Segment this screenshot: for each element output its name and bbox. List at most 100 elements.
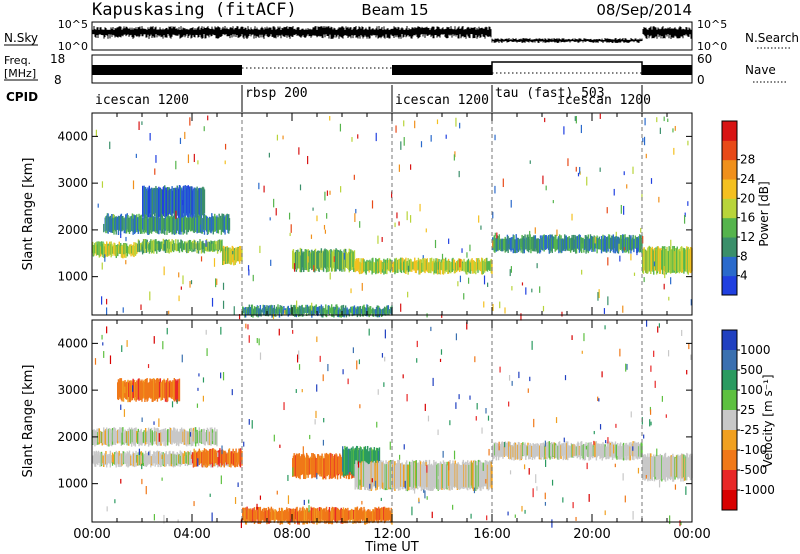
echo-mark	[369, 259, 371, 271]
echo-mark	[197, 215, 199, 233]
echo-mark	[319, 306, 321, 314]
echo-mark	[198, 188, 201, 215]
echo-mark	[225, 451, 227, 463]
echo-scatter	[690, 354, 692, 360]
echo-mark	[282, 309, 284, 315]
echo-scatter	[650, 178, 653, 184]
echo-mark	[426, 258, 428, 272]
echo-mark	[669, 455, 672, 481]
echo-scatter	[310, 234, 313, 239]
echo-mark	[328, 306, 331, 316]
echo-mark	[151, 430, 153, 446]
echo-mark	[236, 452, 238, 467]
echo-mark	[539, 235, 542, 253]
echo-mark	[261, 308, 264, 313]
echo-mark	[194, 240, 196, 252]
echo-mark	[528, 445, 531, 456]
echo-mark	[183, 216, 186, 234]
echo-mark	[325, 452, 328, 475]
echo-mark	[307, 306, 309, 313]
echo-mark	[190, 217, 192, 232]
echo-mark	[108, 216, 110, 231]
echo-mark	[633, 441, 636, 457]
echo-mark	[198, 448, 201, 466]
echo-mark	[130, 455, 132, 466]
echo-mark	[216, 241, 218, 250]
echo-mark	[184, 242, 187, 250]
echo-mark	[162, 428, 164, 442]
echo-mark	[468, 464, 470, 488]
n-sky-label: N.Sky	[4, 31, 38, 45]
echo-scatter	[149, 291, 151, 301]
echo-scatter	[663, 116, 665, 122]
echo-mark	[465, 464, 467, 488]
echo-mark	[92, 245, 95, 257]
echo-scatter	[153, 336, 155, 344]
echo-mark	[453, 259, 456, 274]
echo-scatter	[437, 476, 440, 480]
echo-mark	[540, 237, 542, 251]
echo-mark	[443, 462, 445, 491]
echo-mark	[548, 441, 551, 459]
power-echoes	[92, 113, 693, 321]
echo-mark	[611, 235, 613, 250]
echo-scatter	[688, 343, 690, 350]
echo-scatter	[685, 486, 687, 495]
echo-scatter	[476, 403, 478, 410]
colorbar-tick-label: 8	[740, 249, 748, 263]
echo-scatter	[184, 131, 186, 140]
echo-mark	[371, 462, 373, 490]
echo-mark	[467, 258, 470, 272]
echo-mark	[672, 245, 674, 273]
echo-mark	[314, 305, 317, 314]
echo-mark	[601, 445, 603, 461]
echo-mark	[519, 444, 522, 460]
echo-mark	[226, 213, 228, 230]
echo-mark	[383, 506, 386, 524]
echo-mark	[403, 259, 406, 273]
echo-mark	[125, 214, 127, 234]
echo-mark	[119, 214, 122, 235]
echo-mark	[134, 246, 136, 255]
echo-mark	[305, 452, 308, 475]
echo-mark	[492, 239, 495, 249]
echo-mark	[678, 456, 680, 479]
echo-mark	[253, 308, 255, 315]
echo-mark	[280, 511, 282, 525]
echo-scatter	[544, 440, 546, 447]
echo-scatter	[202, 395, 204, 402]
echo-mark	[118, 380, 120, 398]
echo-scatter	[101, 181, 104, 188]
echo-scatter	[248, 335, 250, 343]
echo-mark	[312, 507, 314, 522]
echo-scatter	[581, 243, 583, 249]
echo-scatter	[469, 395, 471, 400]
echo-mark	[668, 246, 670, 271]
echo-mark	[663, 248, 665, 271]
echo-mark	[464, 261, 466, 271]
echo-scatter	[544, 501, 547, 506]
echo-mark	[409, 258, 412, 272]
echo-mark	[541, 235, 543, 250]
echo-mark	[101, 243, 103, 255]
echo-mark	[348, 510, 351, 520]
echo-mark	[535, 239, 537, 252]
echo-scatter	[542, 305, 545, 312]
echo-mark	[496, 235, 498, 251]
echo-mark	[390, 461, 392, 488]
echo-scatter	[441, 314, 443, 318]
echo-mark	[179, 185, 181, 216]
echo-mark	[238, 448, 240, 465]
echo-mark	[252, 508, 254, 523]
noise-left-tick-bottom: 10^0	[58, 40, 88, 53]
echo-scatter	[588, 493, 590, 502]
echo-mark	[109, 215, 112, 233]
echo-mark	[547, 236, 549, 249]
echo-mark	[224, 246, 227, 264]
echo-mark	[126, 381, 128, 400]
echo-mark	[92, 455, 95, 463]
echo-mark	[146, 214, 148, 234]
echo-mark	[199, 452, 201, 464]
echo-mark	[404, 259, 406, 274]
echo-mark	[318, 511, 320, 520]
